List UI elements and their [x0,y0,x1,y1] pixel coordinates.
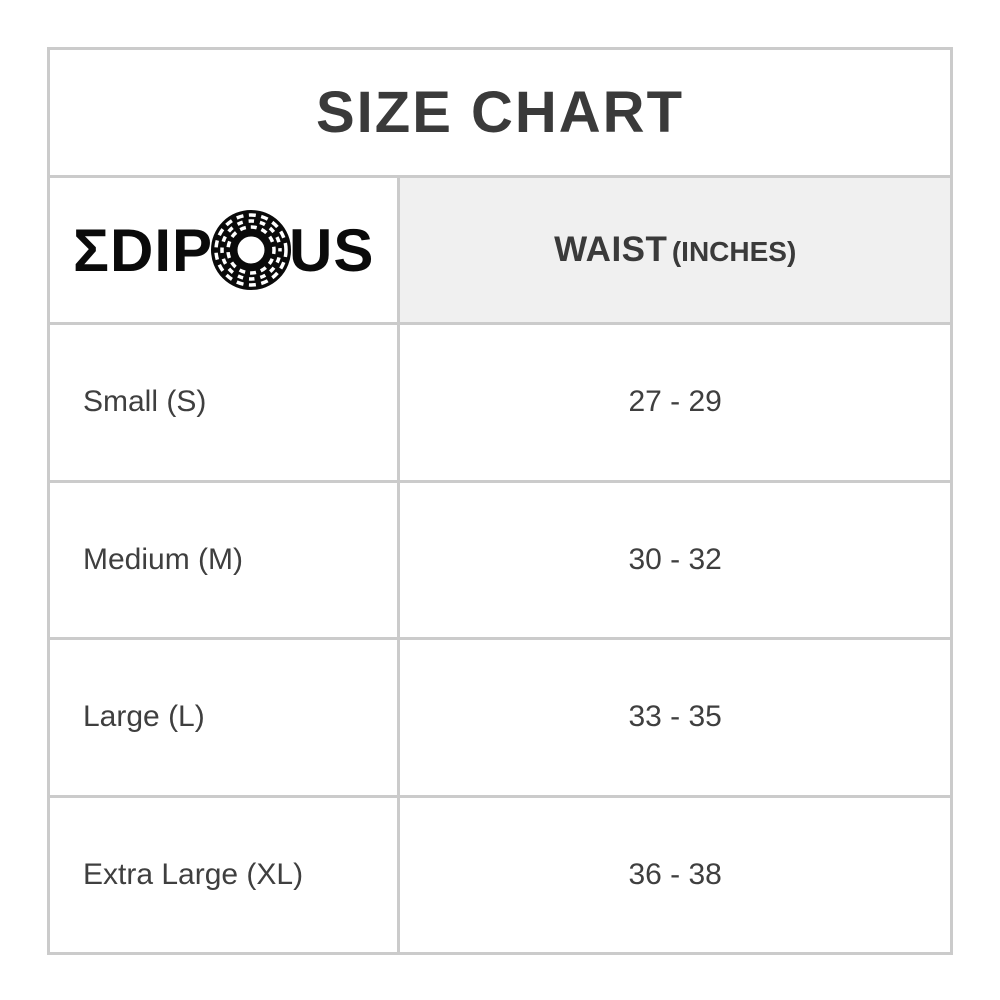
table-row: Small (S) 27 - 29 [46,322,953,483]
waist-header-cell: WAIST (INCHES) [397,175,953,325]
table-row: Large (L) 33 - 35 [46,637,953,798]
size-chart-panel: SIZE CHART ΣDIP US [46,47,953,955]
brand-logo-text-prefix: ΣDIP [72,216,214,284]
table-row: Medium (M) 30 - 32 [46,479,953,640]
header-row: ΣDIP US WAIST (INCHES) [46,175,953,325]
waist-header-unit: (INCHES) [671,236,797,267]
title-cell: SIZE CHART [47,47,953,178]
title-row: SIZE CHART [47,47,953,178]
table-row: Extra Large (XL) 36 - 38 [46,794,953,955]
waist-header-label: WAIST [554,230,668,269]
size-label-medium: Medium (M) [46,479,401,640]
brand-logo-text-suffix: US [289,216,375,284]
size-label-extra-large: Extra Large (XL) [46,794,401,955]
size-label-large: Large (L) [46,637,401,798]
page-title: SIZE CHART [316,80,684,145]
waist-value-extra-large: 36 - 38 [397,794,953,955]
brand-logo-cell: ΣDIP US [46,175,401,325]
greek-meander-ring-icon [211,210,292,290]
size-label-small: Small (S) [46,322,401,483]
size-chart-table: SIZE CHART ΣDIP US [46,47,953,955]
waist-value-large: 33 - 35 [397,637,953,798]
brand-logo: ΣDIP US [50,209,397,291]
waist-value-medium: 30 - 32 [397,479,953,640]
waist-value-small: 27 - 29 [397,322,953,483]
